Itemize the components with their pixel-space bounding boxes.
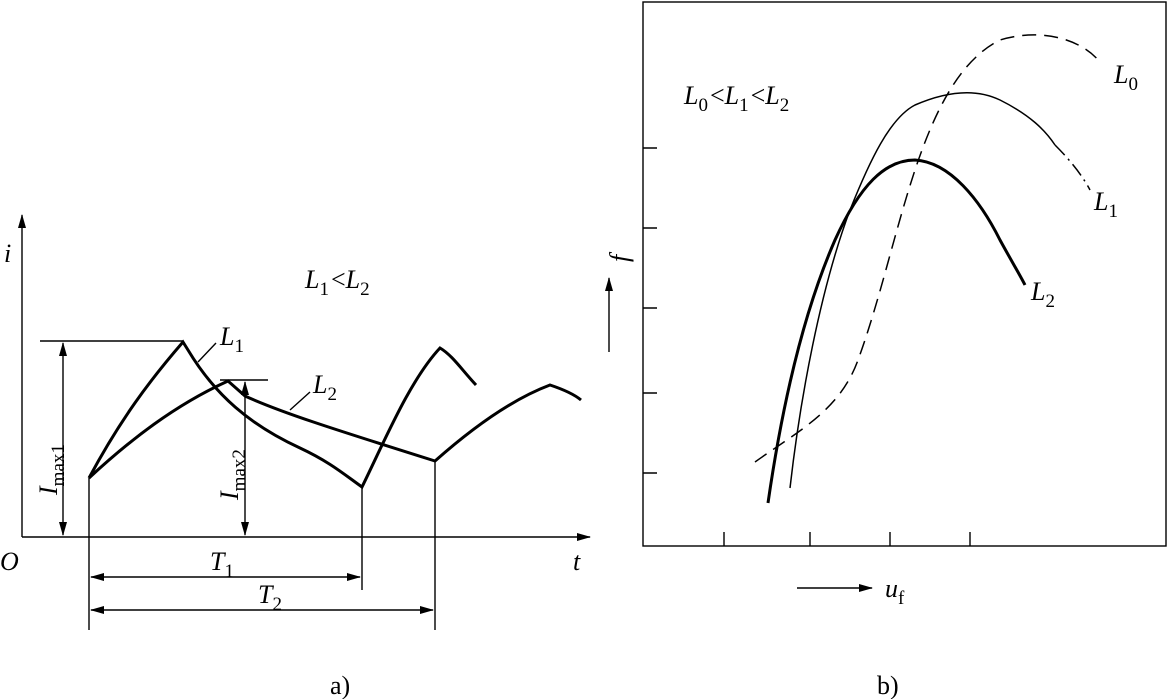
operator: < — [751, 81, 766, 110]
leader-line — [289, 391, 311, 411]
subscript: 2 — [780, 95, 790, 116]
symbol: L — [1113, 60, 1128, 89]
period-label: T2​ — [258, 580, 282, 615]
symbol: L — [304, 265, 319, 294]
subscript: 2 — [272, 594, 282, 615]
curve-l0 — [754, 34, 1101, 463]
operator: < — [331, 265, 346, 294]
curve-l2 — [87, 379, 582, 480]
y-axis-label: f — [605, 251, 634, 262]
subscript: 1 — [1108, 201, 1118, 222]
subscript: 2 — [327, 384, 337, 405]
period-label: T1​ — [210, 547, 234, 582]
subscript: f — [898, 588, 905, 609]
caption: b) — [877, 671, 899, 699]
leader-line — [197, 342, 217, 363]
curve-label: L2​ — [1030, 277, 1055, 312]
symbol: L — [345, 265, 360, 294]
curve-label: L0​ — [1113, 60, 1138, 95]
x-axis-label: t — [573, 547, 581, 576]
subscript: 1 — [234, 336, 244, 357]
panel-a — [18, 214, 591, 630]
subscript: 2 — [360, 279, 370, 300]
symbol: L — [1030, 277, 1045, 306]
tick-marks — [643, 147, 971, 546]
peak-label: Imax2​ — [215, 449, 250, 501]
curve-l1 — [789, 92, 1056, 489]
panel-b — [605, 1, 1167, 592]
operator: < — [710, 81, 725, 110]
relation: L0​<L1​<L2​ — [683, 81, 789, 116]
curve-label: L2​ — [312, 370, 337, 405]
subscript: 1 — [224, 561, 234, 582]
x-axis-label: uf​ — [885, 574, 905, 609]
subscript: max1 — [48, 444, 69, 486]
subscript: 2 — [1045, 291, 1055, 312]
curve-label: L1​ — [219, 322, 244, 357]
symbol: L — [764, 81, 779, 110]
symbol: L — [683, 81, 698, 110]
curve-label: L1​ — [1093, 187, 1118, 222]
relation: L1​<L2​ — [304, 265, 370, 300]
subscript: 1 — [739, 95, 749, 116]
origin-label: O — [0, 547, 19, 576]
symbol: I — [215, 490, 244, 501]
symbol: L — [724, 81, 739, 110]
subscript: max2 — [229, 449, 250, 491]
symbol: u — [885, 574, 898, 603]
symbol: L — [219, 322, 234, 351]
y-axis-label: i — [4, 239, 11, 268]
subscript: 0 — [698, 95, 708, 116]
symbol: L — [1093, 187, 1108, 216]
symbol: L — [312, 370, 327, 399]
curve-l1 — [87, 339, 478, 490]
peak-label: Imax1​ — [34, 444, 69, 496]
subscript: 1 — [319, 279, 329, 300]
curve-l2 — [766, 158, 1027, 504]
symbol: T — [210, 547, 226, 576]
curve-l1-tail — [1054, 144, 1091, 191]
subscript: 0 — [1128, 74, 1138, 95]
symbol: I — [34, 485, 63, 496]
symbol: T — [258, 580, 274, 609]
caption: a) — [330, 671, 350, 699]
plot-frame — [642, 1, 1167, 547]
